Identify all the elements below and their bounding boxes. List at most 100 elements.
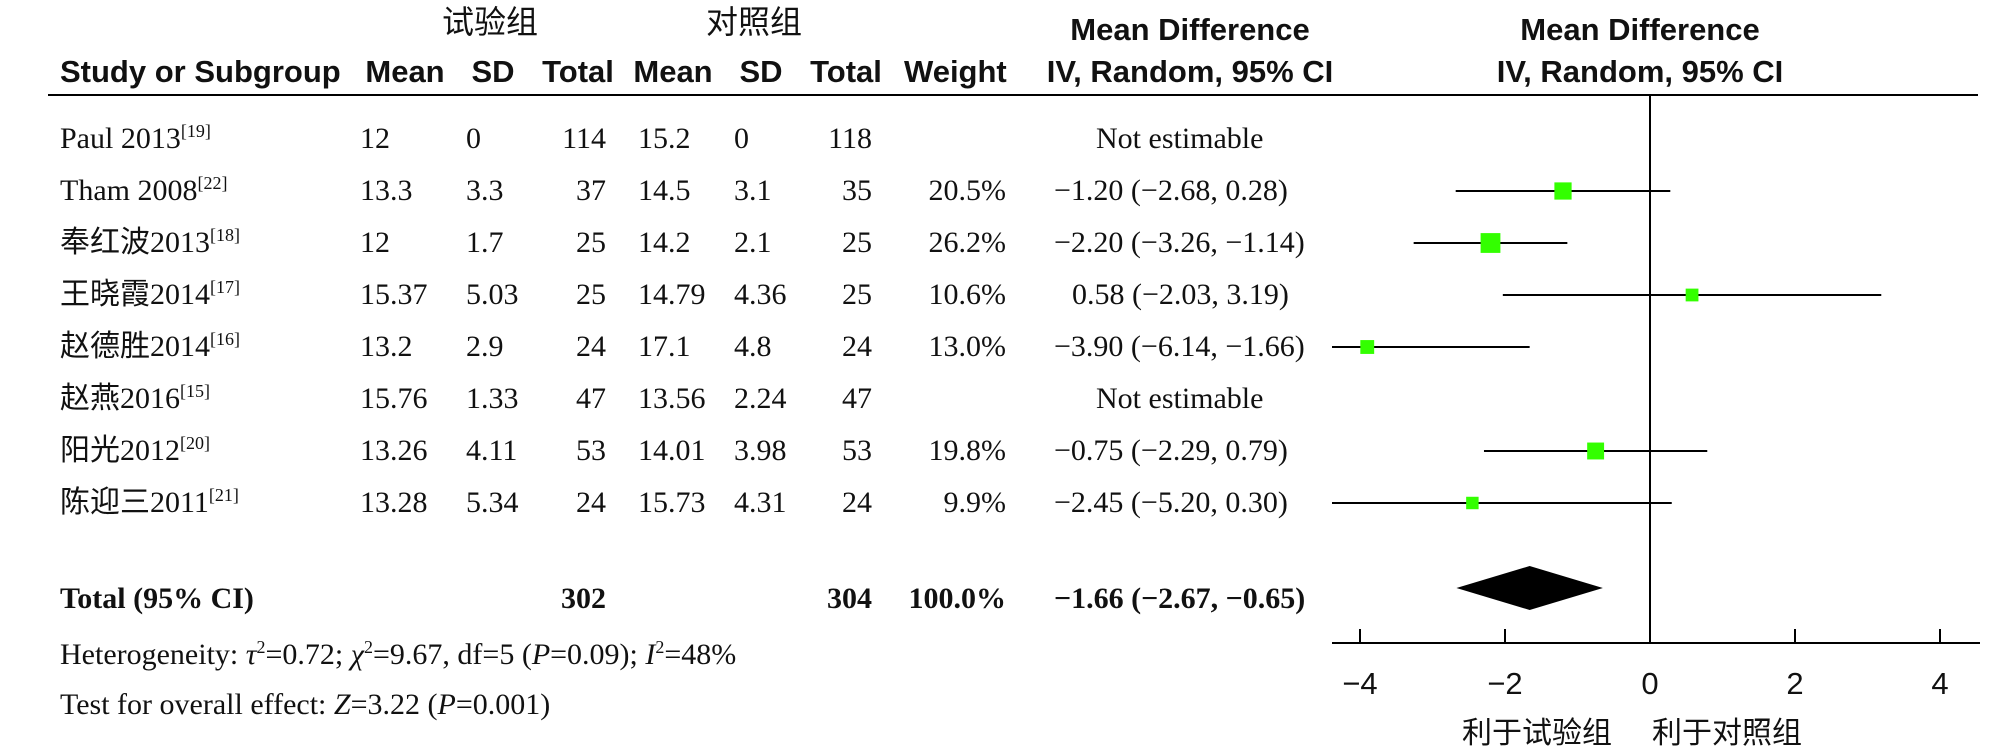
total-ctrl-n: 304 [827, 582, 872, 615]
p2-value: =0.001) [455, 688, 551, 721]
weight-cell: 10.6% [928, 278, 1007, 311]
x-axis-tick-label: 0 [1641, 666, 1658, 701]
total-exp-n: 302 [561, 582, 606, 615]
ctrl-total-cell: 53 [842, 434, 872, 467]
chi-value: =9.67, df=5 ( [372, 638, 532, 671]
exp-total-cell: 24 [576, 486, 606, 519]
exp-mean-cell: 12 [360, 226, 390, 259]
exp-sd-cell: 3.3 [466, 174, 504, 207]
weight-cell: 9.9% [943, 486, 1007, 519]
study-name: 王晓霞2014[17] [60, 277, 240, 310]
study-name: Tham 2008[22] [60, 173, 228, 207]
x-axis-tick-label: 4 [1931, 666, 1948, 701]
ci-cell: −2.45 (−5.20, 0.30) [1054, 486, 1288, 519]
header-rule [48, 94, 1978, 96]
ci-cell: −2.20 (−3.26, −1.14) [1054, 226, 1305, 259]
exp-sd-cell: 0 [466, 122, 481, 155]
i-value: =48% [664, 638, 737, 671]
overall-prefix: Test for overall effect: [60, 688, 334, 721]
ctrl-mean-header: Mean [633, 54, 713, 89]
x-axis-tick-label: 2 [1786, 666, 1803, 701]
weight-cell: 19.8% [928, 434, 1007, 467]
total-weight: 100.0% [908, 582, 1007, 615]
ctrl-sd-header: SD [739, 54, 783, 89]
ci-cell: −1.20 (−2.68, 0.28) [1054, 174, 1288, 207]
experimental-group-header: 试验组 [441, 4, 538, 40]
exp-mean-cell: 13.26 [360, 434, 428, 467]
ctrl-mean-cell: 15.2 [638, 122, 691, 155]
exp-total-cell: 25 [576, 278, 606, 311]
pooled-diamond [1456, 566, 1603, 610]
ctrl-sd-cell: 4.8 [734, 330, 772, 363]
study-column-header: Study or Subgroup [60, 54, 341, 89]
study-label: 赵德胜2014 [60, 330, 210, 363]
exp-mean-cell: 13.3 [360, 174, 413, 207]
weight-cell: 13.0% [928, 330, 1007, 363]
reference-citation: [20] [180, 433, 210, 453]
ctrl-mean-cell: 14.79 [638, 278, 706, 311]
plot-header-title: Mean Difference [1520, 12, 1760, 47]
z-value: =3.22 ( [350, 688, 438, 721]
ctrl-total-cell: 25 [842, 226, 872, 259]
ci-cell: Not estimable [1096, 382, 1264, 415]
i-symbol: I [645, 638, 656, 671]
exp-sd-cell: 4.11 [466, 434, 518, 467]
ctrl-mean-cell: 13.56 [638, 382, 706, 415]
ctrl-total-cell: 47 [842, 382, 872, 415]
effect-marker [1480, 233, 1501, 253]
effect-marker [1466, 496, 1479, 510]
study-label: Paul 2013 [60, 122, 181, 155]
md-header-title: Mean Difference [1070, 12, 1310, 47]
ctrl-total-cell: 118 [828, 122, 872, 155]
exp-sd-header: SD [471, 54, 515, 89]
chi-sup: 2 [363, 637, 373, 657]
study-name: 赵德胜2014[16] [60, 329, 240, 363]
total-label: Total (95% CI) [60, 582, 254, 615]
p-value: =0.09); [550, 638, 646, 671]
z-symbol: Z [333, 688, 351, 721]
exp-sd-cell: 1.7 [466, 226, 504, 259]
exp-total-cell: 114 [562, 122, 606, 155]
study-name: 陈迎三2011[21] [60, 486, 239, 518]
ctrl-mean-cell: 15.73 [638, 486, 706, 519]
ctrl-total-cell: 24 [842, 330, 872, 363]
tau-sup: 2 [256, 637, 266, 657]
weight-cell: 26.2% [928, 226, 1007, 259]
ctrl-sd-cell: 3.1 [734, 174, 772, 207]
plot-header-method: IV, Random, 95% CI [1496, 54, 1784, 89]
ctrl-sd-cell: 0 [734, 122, 749, 155]
exp-mean-cell: 13.2 [360, 330, 413, 363]
ci-cell: 0.58 (−2.03, 3.19) [1072, 278, 1289, 311]
ctrl-sd-cell: 4.31 [734, 486, 787, 519]
study-label: Tham 2008 [60, 174, 198, 207]
exp-mean-header: Mean [365, 54, 445, 89]
reference-citation: [17] [210, 277, 240, 297]
effect-marker [1587, 442, 1605, 460]
ctrl-total-cell: 35 [842, 174, 872, 207]
ci-cell: −3.90 (−6.14, −1.66) [1054, 330, 1305, 363]
tau-value: =0.72; [265, 638, 351, 671]
reference-citation: [16] [210, 329, 240, 349]
md-header-method: IV, Random, 95% CI [1046, 54, 1334, 89]
ctrl-mean-cell: 17.1 [638, 330, 691, 363]
ctrl-sd-cell: 2.24 [734, 382, 787, 415]
exp-total-header: Total [542, 54, 614, 89]
tau-symbol: τ [245, 638, 257, 671]
exp-mean-cell: 15.37 [360, 278, 428, 311]
exp-sd-cell: 5.34 [466, 486, 519, 519]
reference-citation: [15] [180, 381, 210, 401]
x-axis-tick-label: −2 [1487, 666, 1522, 701]
exp-mean-cell: 15.76 [360, 382, 428, 415]
study-label: 奉红波2013 [60, 226, 210, 259]
exp-total-cell: 25 [576, 226, 606, 259]
weight-header: Weight [904, 54, 1007, 89]
exp-sd-cell: 5.03 [466, 278, 519, 311]
exp-total-cell: 53 [576, 434, 606, 467]
study-label: 阳光2012 [60, 434, 180, 467]
ctrl-mean-cell: 14.01 [638, 434, 706, 467]
exp-sd-cell: 2.9 [466, 330, 504, 363]
reference-citation: [22] [197, 173, 228, 193]
total-ci: −1.66 (−2.67, −0.65) [1054, 582, 1306, 615]
